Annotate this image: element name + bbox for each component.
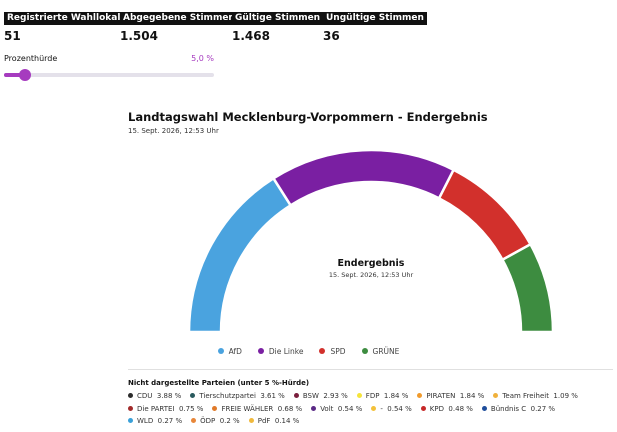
other-party-item: Team Freiheit 1.09 %: [493, 390, 578, 403]
party-color-dot: [311, 405, 317, 411]
legend-item[interactable]: AfD: [217, 347, 242, 356]
party-label: KPD 0.48 %: [429, 404, 473, 413]
other-party-item: FREIE WÄHLER 0.68 %: [212, 403, 302, 416]
legend-color-dot: [361, 348, 368, 354]
chart-subtitle: 15. Sept. 2026, 12:53 Uhr: [128, 127, 219, 135]
party-label: PdF 0.14 %: [257, 417, 300, 425]
party-label: ÖDP 0.2 %: [200, 417, 240, 425]
party-label: - 0.54 %: [380, 404, 412, 413]
threshold-label: Prozenthürde: [4, 54, 58, 63]
party-label: PIRATEN 1.84 %: [426, 392, 485, 400]
party-label: Die PARTEI 0.75 %: [137, 404, 204, 413]
chart-segment-grüne[interactable]: [500, 242, 555, 334]
stat-label: Registrierte Wahllokale: [4, 12, 130, 25]
stat-invalid-votes: Ungültige Stimmen 36: [323, 5, 427, 43]
other-party-item: CDU 3.88 %: [128, 390, 181, 403]
chart-legend: AfD Die Linke SPD GRÜNE: [0, 347, 617, 356]
stat-label: Ungültige Stimmen: [323, 12, 427, 25]
party-color-dot: [356, 393, 362, 398]
party-color-dot: [493, 393, 499, 398]
party-color-dot: [190, 393, 196, 398]
legend-label: GRÜNE: [372, 347, 400, 356]
party-color-dot: [420, 405, 426, 411]
threshold-slider-track[interactable]: [4, 69, 214, 81]
other-parties-panel: Nicht dargestellte Parteien (unter 5 %-H…: [128, 369, 613, 428]
other-party-item: PIRATEN 1.84 %: [417, 390, 484, 403]
party-label: Bündnis C 0.27 %: [490, 404, 556, 413]
other-parties-header: Nicht dargestellte Parteien (unter 5 %-H…: [128, 379, 310, 387]
party-color-dot: [212, 405, 218, 411]
party-color-dot: [191, 418, 197, 423]
other-party-item: BSW 2.93 %: [293, 390, 348, 403]
other-party-item: Volt 0.54 %: [311, 403, 362, 416]
stat-registered-polling-stations: Registrierte Wahllokale 51: [4, 5, 130, 43]
legend-label: AfD: [228, 347, 242, 356]
party-label: Volt 0.54 %: [320, 404, 363, 413]
stat-label: Abgegebene Stimmen: [120, 12, 238, 25]
party-color-dot: [248, 418, 254, 423]
chart-center-subtitle: 15. Sept. 2026, 12:53 Uhr: [329, 271, 414, 279]
chart-center-title: Endergebnis: [338, 258, 405, 269]
party-label: WLD 0.27 %: [137, 417, 183, 425]
legend-color-dot: [319, 348, 326, 354]
legend-item[interactable]: Die Linke: [257, 347, 304, 356]
party-label: FDP 1.84 %: [365, 392, 409, 400]
party-color-dot: [417, 393, 423, 398]
legend-label: Die Linke: [268, 347, 304, 356]
other-party-item: FDP 1.84 %: [356, 390, 409, 403]
party-color-dot: [128, 405, 133, 411]
party-color-dot: [293, 393, 299, 398]
stat-valid-votes: Gültige Stimmen 1.468: [232, 5, 324, 43]
threshold-slider-handle[interactable]: [19, 69, 31, 81]
chart-segment-spd[interactable]: [437, 168, 533, 262]
legend-color-dot: [257, 348, 264, 354]
other-party-item: Die PARTEI 0.75 %: [128, 403, 203, 416]
party-color-dot: [128, 418, 133, 423]
party-label: BSW 2.93 %: [302, 392, 348, 400]
other-party-item: - 0.54 %: [371, 403, 412, 416]
threshold-control: Prozenthürde 5,0 %: [4, 54, 214, 81]
chart-segment-die-linke[interactable]: [271, 148, 456, 208]
threshold-slider-fill: [4, 73, 25, 77]
other-party-item: PdF 0.14 %: [248, 415, 300, 428]
other-party-item: ÖDP 0.2 %: [191, 415, 240, 428]
party-color-dot: [371, 405, 377, 411]
stat-value: 51: [4, 29, 21, 43]
other-party-item: Bündnis C 0.27 %: [481, 403, 556, 416]
threshold-value: 5,0 %: [191, 54, 214, 63]
legend-label: SPD: [330, 347, 346, 356]
party-label: CDU 3.88 %: [137, 392, 182, 400]
party-label: FREIE WÄHLER 0.68 %: [221, 404, 303, 413]
other-party-item: KPD 0.48 %: [420, 403, 473, 416]
other-parties-list: CDU 3.88 % Tierschutzpartei 3.61 % BSW 2.9…: [128, 390, 613, 428]
stat-value: 1.468: [232, 29, 270, 43]
stat-value: 1.504: [120, 29, 158, 43]
other-party-item: Tierschutzpartei 3.61 %: [190, 390, 285, 403]
legend-item[interactable]: GRÜNE: [361, 347, 400, 356]
party-label: Team Freiheit 1.09 %: [502, 392, 578, 400]
stat-label: Gültige Stimmen: [232, 12, 324, 25]
party-color-dot: [128, 393, 133, 398]
other-party-item: WLD 0.27 %: [128, 415, 182, 428]
legend-color-dot: [217, 348, 224, 354]
chart-segment-afd[interactable]: [187, 176, 293, 334]
chart-title: Landtagswahl Mecklenburg-Vorpommern - En…: [128, 110, 488, 124]
party-label: Tierschutzpartei 3.61 %: [199, 392, 285, 400]
party-color-dot: [481, 405, 487, 411]
stat-votes-cast: Abgegebene Stimmen 1.504: [120, 5, 238, 43]
stat-value: 36: [323, 29, 340, 43]
legend-item[interactable]: SPD: [319, 347, 346, 356]
